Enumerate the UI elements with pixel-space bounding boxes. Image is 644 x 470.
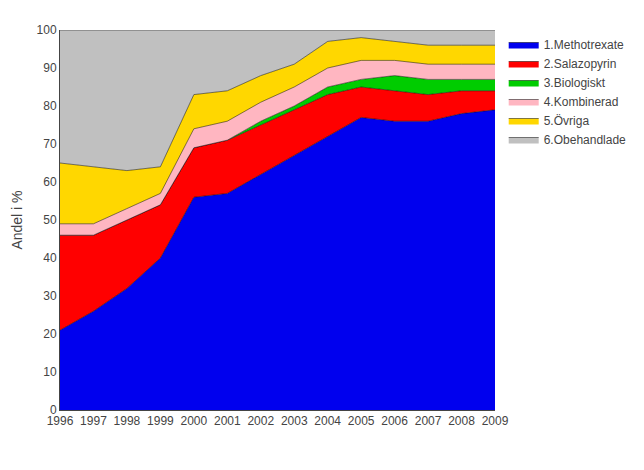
svg-text:2002: 2002 [247,414,274,428]
svg-text:2001: 2001 [214,414,241,428]
svg-text:40: 40 [43,251,57,265]
svg-text:2009: 2009 [482,414,509,428]
svg-text:2000: 2000 [180,414,207,428]
svg-text:60: 60 [43,175,57,189]
svg-text:90: 90 [43,61,57,75]
svg-text:80: 80 [43,99,57,113]
svg-text:4.Kombinerad: 4.Kombinerad [544,95,619,109]
svg-text:1998: 1998 [114,414,141,428]
svg-text:20: 20 [43,327,57,341]
svg-text:2004: 2004 [314,414,341,428]
svg-text:1996: 1996 [47,414,74,428]
svg-text:1999: 1999 [147,414,174,428]
svg-text:30: 30 [43,289,57,303]
svg-text:0: 0 [50,403,57,417]
svg-text:1997: 1997 [80,414,107,428]
svg-text:2.Salazopyrin: 2.Salazopyrin [544,57,617,71]
svg-text:6.Obehandlade: 6.Obehandlade [544,133,626,147]
svg-text:3.Biologiskt: 3.Biologiskt [544,76,606,90]
svg-text:10: 10 [43,365,57,379]
svg-text:2005: 2005 [348,414,375,428]
svg-text:2008: 2008 [448,414,475,428]
svg-text:2006: 2006 [381,414,408,428]
svg-text:Andel i %: Andel i % [9,190,25,249]
svg-text:2003: 2003 [281,414,308,428]
svg-text:100: 100 [37,23,57,37]
svg-text:50: 50 [43,213,57,227]
svg-text:70: 70 [43,137,57,151]
svg-text:1.Methotrexate: 1.Methotrexate [544,38,624,52]
svg-text:2007: 2007 [415,414,442,428]
svg-text:5.Övriga: 5.Övriga [544,114,590,128]
